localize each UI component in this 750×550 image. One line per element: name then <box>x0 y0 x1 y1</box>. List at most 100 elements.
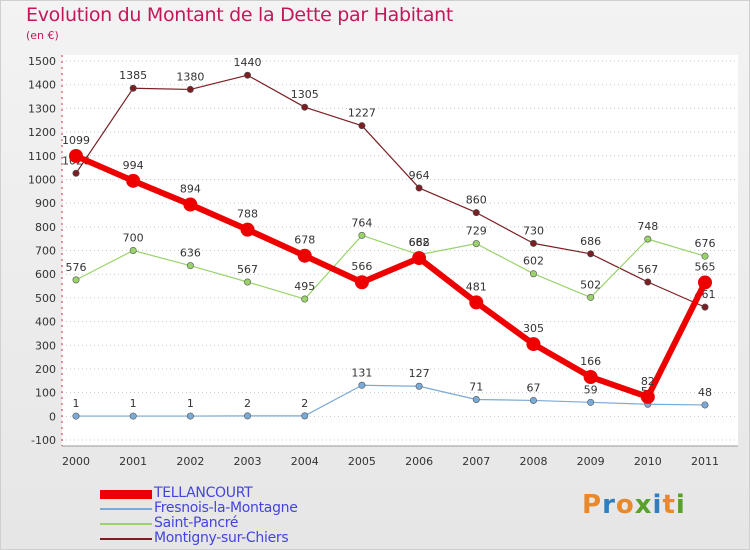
data-label: 495 <box>294 280 315 293</box>
y-tick-label: 1400 <box>28 79 56 92</box>
data-point <box>129 247 137 255</box>
legend-swatch <box>100 538 152 540</box>
data-label: 1 <box>130 397 137 410</box>
data-label: 82 <box>641 375 655 388</box>
data-label: 67 <box>526 381 540 394</box>
x-tick-label: 2001 <box>119 455 147 468</box>
legend-swatch <box>100 523 152 525</box>
data-point <box>240 222 255 237</box>
data-label: 894 <box>180 183 201 196</box>
y-tick-label: 400 <box>35 316 56 329</box>
series-line <box>76 384 706 417</box>
data-point <box>358 231 366 239</box>
x-tick-label: 2005 <box>348 455 376 468</box>
data-point <box>126 173 141 188</box>
data-point <box>301 295 309 303</box>
data-label: 166 <box>580 355 601 368</box>
data-point <box>698 275 712 290</box>
x-tick-label: 2000 <box>62 455 90 468</box>
data-point <box>529 396 537 404</box>
data-point <box>415 382 423 390</box>
data-point <box>583 369 598 384</box>
chart-title: Evolution du Montant de la Dette par Hab… <box>26 4 454 26</box>
y-tick-label: 200 <box>35 363 56 376</box>
data-label: 1380 <box>176 70 204 83</box>
data-label: 682 <box>409 236 430 249</box>
x-tick-label: 2011 <box>691 455 719 468</box>
y-tick-label: 0 <box>49 410 56 423</box>
legend-label: Saint-Pancré <box>154 515 239 531</box>
x-tick-label: 2003 <box>234 455 262 468</box>
data-point <box>526 337 541 352</box>
data-label: 1385 <box>119 69 147 82</box>
legend-swatch <box>100 508 152 510</box>
data-point <box>358 122 366 130</box>
data-label: 860 <box>466 194 487 207</box>
data-label: 576 <box>66 261 87 274</box>
data-point <box>69 148 83 163</box>
data-point <box>469 295 484 310</box>
logo-letter: o <box>615 490 635 520</box>
data-point <box>297 248 312 263</box>
chart-subtitle: (en €) <box>26 29 59 42</box>
logo-letter: r <box>602 490 616 520</box>
data-label: 48 <box>698 386 712 399</box>
data-label: 700 <box>123 232 144 245</box>
data-label: 729 <box>466 225 487 238</box>
data-point <box>72 169 80 177</box>
data-label: 748 <box>637 220 658 233</box>
y-tick-label: -100 <box>31 434 56 447</box>
data-label: 678 <box>294 234 315 247</box>
data-label: 481 <box>466 280 487 293</box>
data-point <box>301 103 309 111</box>
y-tick-label: 800 <box>35 221 56 234</box>
data-label: 2 <box>244 397 251 410</box>
data-point <box>472 240 480 248</box>
data-point <box>244 71 252 79</box>
data-point <box>72 276 80 284</box>
data-label: 636 <box>180 247 201 260</box>
data-label: 1440 <box>234 56 262 69</box>
data-label: 565 <box>695 260 716 273</box>
x-tick-label: 2007 <box>462 455 490 468</box>
data-label: 1305 <box>291 88 319 101</box>
y-tick-label: 1300 <box>28 102 56 115</box>
y-tick-label: 1200 <box>28 126 56 139</box>
logo-letter: t <box>662 490 676 520</box>
data-label: 2 <box>301 397 308 410</box>
proxiti-logo: Proxiti <box>582 490 686 520</box>
y-tick-label: 1500 <box>28 55 56 68</box>
y-tick-label: 700 <box>35 245 56 258</box>
data-point <box>529 239 537 247</box>
x-tick-label: 2010 <box>634 455 662 468</box>
data-label: 1 <box>73 397 80 410</box>
data-point <box>186 262 194 270</box>
y-tick-label: 500 <box>35 292 56 305</box>
data-point <box>358 381 366 389</box>
data-label: 305 <box>523 322 544 335</box>
x-tick-label: 2006 <box>405 455 433 468</box>
data-label: 602 <box>523 255 544 268</box>
data-label: 788 <box>237 208 258 221</box>
data-point <box>701 401 709 409</box>
logo-letter: i <box>652 490 663 520</box>
x-tick-label: 2002 <box>176 455 204 468</box>
y-tick-label: 1000 <box>28 173 56 186</box>
data-label: 567 <box>637 263 658 276</box>
data-point <box>72 412 80 420</box>
legend-label: Montigny-sur-Chiers <box>154 530 289 546</box>
data-point <box>186 85 194 93</box>
data-label: 964 <box>409 169 430 182</box>
data-label: 686 <box>580 235 601 248</box>
data-point <box>415 184 423 192</box>
data-point <box>644 278 652 286</box>
x-tick-label: 2009 <box>577 455 605 468</box>
data-point <box>129 84 137 92</box>
legend-label: TELLANCOURT <box>154 485 253 501</box>
data-point <box>472 209 480 217</box>
data-point <box>412 251 427 266</box>
data-point <box>244 412 252 420</box>
data-point <box>129 412 137 420</box>
x-tick-label: 2008 <box>519 455 547 468</box>
data-label: 59 <box>584 383 598 396</box>
